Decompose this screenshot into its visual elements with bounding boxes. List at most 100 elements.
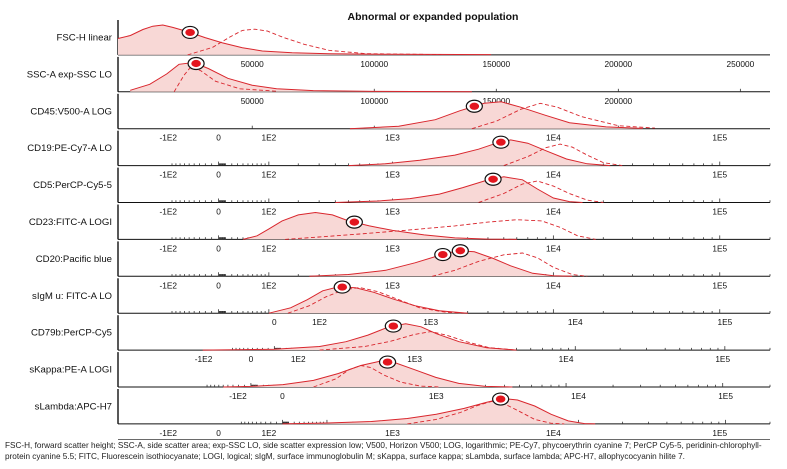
panel-1-marker-0 xyxy=(191,59,201,68)
panel-10-tick-label-3: 1E4 xyxy=(571,391,586,401)
panel-10-tick-label-4: 1E5 xyxy=(718,391,733,401)
panel-10-tick-label-0: -1E2 xyxy=(229,391,247,401)
figure-caption: FSC-H, forward scatter height; SSC-A, si… xyxy=(5,441,762,461)
panel-4-dashed-curve xyxy=(478,180,604,203)
panel-2-tick-label-3: 200000 xyxy=(604,96,632,106)
panel-10: sLambda:APC-H7 -1E2 0 1E3 1E4 1E5 xyxy=(35,389,771,425)
panel-9-tick-label-5: 1E5 xyxy=(715,354,730,364)
panel-9-tick-label-4: 1E4 xyxy=(559,354,574,364)
panel-0: FSC-H linear xyxy=(57,20,770,56)
panel-7-tick-label-3: 1E3 xyxy=(385,280,400,290)
panel-2-tick-label-1: 100000 xyxy=(360,96,388,106)
panel-7-tick-label-5: 1E5 xyxy=(712,280,727,290)
panel-4-ticks: -1E2 0 1E2 1E3 1E4 1E5 xyxy=(160,170,771,203)
panel-10-marker-0 xyxy=(495,395,506,403)
panel-8-tick-label-4: 1E5 xyxy=(717,317,732,327)
panel-4-label: CD5:PerCP-Cy5-5 xyxy=(33,180,112,191)
panels-group: FSC-H linear SSC-A exp-SSC LO 50000 100000 1… xyxy=(27,20,771,440)
panel-1-dashed-curve xyxy=(173,65,277,93)
panel-7-label: sIgM u: FITC-A LO xyxy=(32,291,112,302)
panel-9-ticks: -1E2 0 1E2 1E3 1E4 1E5 xyxy=(195,354,771,387)
panel-5-tick-label-0: -1E2 xyxy=(160,207,178,217)
panel-3: CD19:PE-Cy7-A LO -1E2 0 1E2 1E3 1E4 1E5 xyxy=(27,130,771,167)
panel-6-label: CD20:Pacific blue xyxy=(36,254,112,265)
panel-9: sKappa:PE-A LOGI -1E2 0 1E2 1E3 1E4 1E5 xyxy=(29,352,771,388)
panel-9-tick-label-0: -1E2 xyxy=(195,354,213,364)
panel-5-label: CD23:FITC-A LOGI xyxy=(29,217,112,228)
panel-7-tick-label-0: -1E2 xyxy=(160,280,178,290)
panel-6-dashed-curve xyxy=(432,252,588,277)
panel-7-ticks: -1E2 0 1E2 1E3 1E4 1E5 xyxy=(160,280,771,314)
panel-8-tick-label-0: 0 xyxy=(272,317,277,327)
panel-4-tick-label-0: -1E2 xyxy=(160,170,178,180)
panel-3-tick-label-5: 1E5 xyxy=(712,133,727,143)
panel-2: CD45:V500-A LOG 50000 100000 150000 200000 xyxy=(30,93,770,130)
panel-6-marker-1 xyxy=(455,247,466,255)
panel-3-tick-label-1: 0 xyxy=(216,133,221,143)
panel-3-tick-label-0: -1E2 xyxy=(160,133,178,143)
panel-5-marker-0 xyxy=(349,218,360,226)
panel-6-tick-label-5: 1E5 xyxy=(712,243,727,253)
panel-9-dashed-curve xyxy=(313,365,441,388)
panel-5-tick-label-2: 1E2 xyxy=(261,207,276,217)
panel-2-solid-curve xyxy=(349,101,643,130)
panel-9-tick-label-1: 0 xyxy=(249,354,254,364)
panel-8-tick-label-3: 1E4 xyxy=(568,317,583,327)
bottom-tick-label-0: -1E2 xyxy=(160,428,178,438)
panel-8-ticks: 0 1E2 1E3 1E4 1E5 xyxy=(232,317,771,351)
panel-1: SSC-A exp-SSC LO 50000 100000 150000 200000 2… xyxy=(27,56,770,93)
panel-6-tick-label-3: 1E3 xyxy=(385,243,400,253)
chart-title: Abnormal or expanded population xyxy=(348,11,519,23)
panel-8-marker-0 xyxy=(388,322,399,330)
panel-2-solid-fill xyxy=(349,101,643,129)
histogram-figure: Abnormal or expanded population FSC-H li… xyxy=(27,11,771,440)
panel-8-tick-label-1: 1E2 xyxy=(312,317,327,327)
bottom-tick-label-4: 1E4 xyxy=(546,428,561,438)
panel-3-marker-0 xyxy=(496,138,506,146)
panel-0-dashed-curve xyxy=(187,28,442,56)
panel-2-dashed-curve xyxy=(471,102,655,130)
panel-1-solid-curve xyxy=(130,61,472,93)
panel-6-marker-0 xyxy=(438,250,448,259)
panel-4-tick-label-3: 1E3 xyxy=(385,170,400,180)
panel-5: CD23:FITC-A LOGI -1E2 0 1E2 1E3 1E4 1E5 xyxy=(29,204,771,240)
panel-2-marker-0 xyxy=(469,102,480,110)
panel-4-tick-label-2: 1E2 xyxy=(261,170,276,180)
panel-0-label: FSC-H linear xyxy=(57,32,113,43)
bottom-tick-label-5: 1E5 xyxy=(712,428,727,438)
panel-7-tick-label-4: 1E4 xyxy=(546,280,561,290)
panel-3-solid-fill xyxy=(348,139,611,166)
panel-6-tick-label-0: -1E2 xyxy=(160,243,178,253)
panel-4-tick-label-1: 0 xyxy=(216,170,221,180)
panel-8-label: CD79b:PerCP-Cy5 xyxy=(31,328,112,339)
panel-5-solid-fill xyxy=(243,212,517,240)
panel-5-ticks: -1E2 0 1E2 1E3 1E4 1E5 xyxy=(160,207,771,240)
panel-1-tick-label-1: 100000 xyxy=(360,59,388,69)
panel-8-tick-label-2: 1E3 xyxy=(423,317,438,327)
panel-5-tick-label-5: 1E5 xyxy=(712,207,727,217)
panel-2-tick-label-0: 50000 xyxy=(241,96,264,106)
panel-10-tick-label-1: 0 xyxy=(280,391,285,401)
panel-6-tick-label-1: 0 xyxy=(216,243,221,253)
panel-4: CD5:PerCP-Cy5-5 -1E2 0 1E2 1E3 1E4 1E5 xyxy=(33,167,771,203)
panel-1-tick-label-0: 50000 xyxy=(241,59,264,69)
panel-0-marker-0 xyxy=(185,28,195,37)
panel-3-tick-label-2: 1E2 xyxy=(261,133,276,143)
panel-4-tick-label-4: 1E4 xyxy=(546,170,561,180)
panel-4-tick-label-5: 1E5 xyxy=(712,170,727,180)
panel-7-tick-label-2: 1E2 xyxy=(261,280,276,290)
bottom-tick-label-1: 0 xyxy=(216,428,221,438)
panel-1-label: SSC-A exp-SSC LO xyxy=(27,69,112,80)
panel-5-tick-label-4: 1E4 xyxy=(546,207,561,217)
panel-3-tick-label-3: 1E3 xyxy=(385,133,400,143)
bottom-tick-label-2: 1E2 xyxy=(261,428,276,438)
panel-9-solid-fill xyxy=(223,361,513,387)
panel-10-label: sLambda:APC-H7 xyxy=(35,401,112,412)
bottom-tick-label-3: 1E3 xyxy=(385,428,400,438)
panel-6-solid-fill xyxy=(309,250,573,277)
panel-10-tick-label-2: 1E3 xyxy=(429,391,444,401)
panel-9-label: sKappa:PE-A LOGI xyxy=(29,365,112,376)
panel-6-tick-label-4: 1E4 xyxy=(546,243,561,253)
panel-3-dashed-curve xyxy=(503,143,623,167)
panel-6: CD20:Pacific blue -1E2 0 1E2 1E3 1E4 1E5 xyxy=(36,241,771,277)
